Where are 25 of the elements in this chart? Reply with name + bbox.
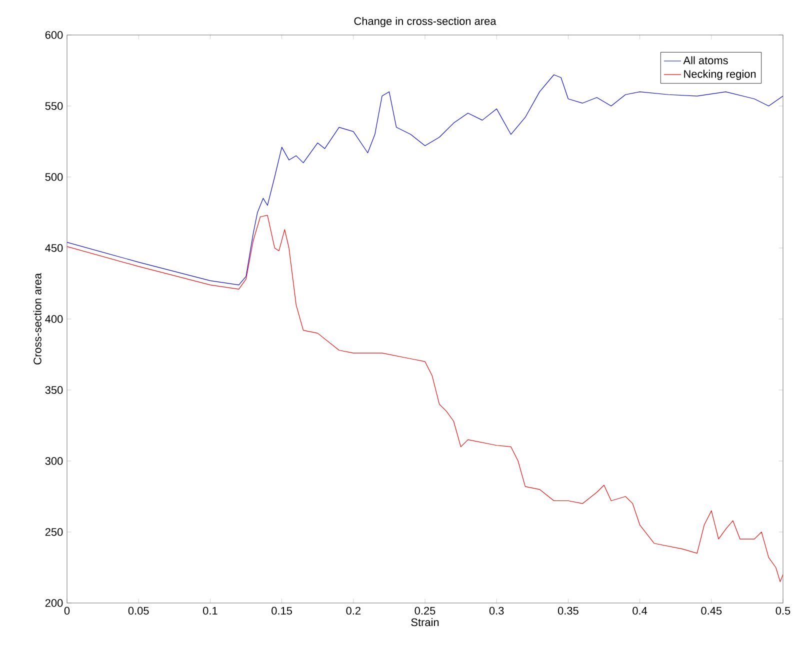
chart-title: Change in cross-section area [354, 16, 496, 28]
y-tick-label: 300 [45, 457, 63, 465]
x-axis-title: Strain [411, 618, 439, 626]
y-tick-label: 450 [45, 244, 63, 252]
x-tick-label: 0.05 [128, 606, 149, 615]
legend-label: Necking region [684, 70, 756, 80]
x-tick-label: 0.35 [558, 606, 578, 615]
y-tick-label: 350 [45, 386, 63, 394]
x-tick-label: 0.25 [414, 606, 436, 615]
legend-label: All atoms [683, 56, 728, 64]
x-tick-label: 0.5 [776, 606, 790, 615]
x-tick-label: 0.3 [489, 606, 504, 615]
x-tick-label: 0.15 [272, 606, 292, 615]
y-tick-label: 250 [45, 528, 63, 536]
x-tick-label: 0.2 [346, 606, 360, 615]
y-tick-label: 400 [45, 315, 63, 323]
y-tick-label: 200 [45, 599, 63, 607]
x-tick-label: 0.45 [701, 606, 722, 615]
y-tick-label: 500 [45, 173, 63, 181]
y-axis-title: Cross-section area [33, 273, 42, 364]
x-tick-label: 0.4 [632, 606, 648, 615]
y-tick-label: 600 [45, 31, 63, 39]
y-tick-label: 550 [45, 102, 63, 110]
x-tick-label: 0.1 [203, 606, 218, 615]
x-tick-label: 0 [64, 606, 70, 615]
